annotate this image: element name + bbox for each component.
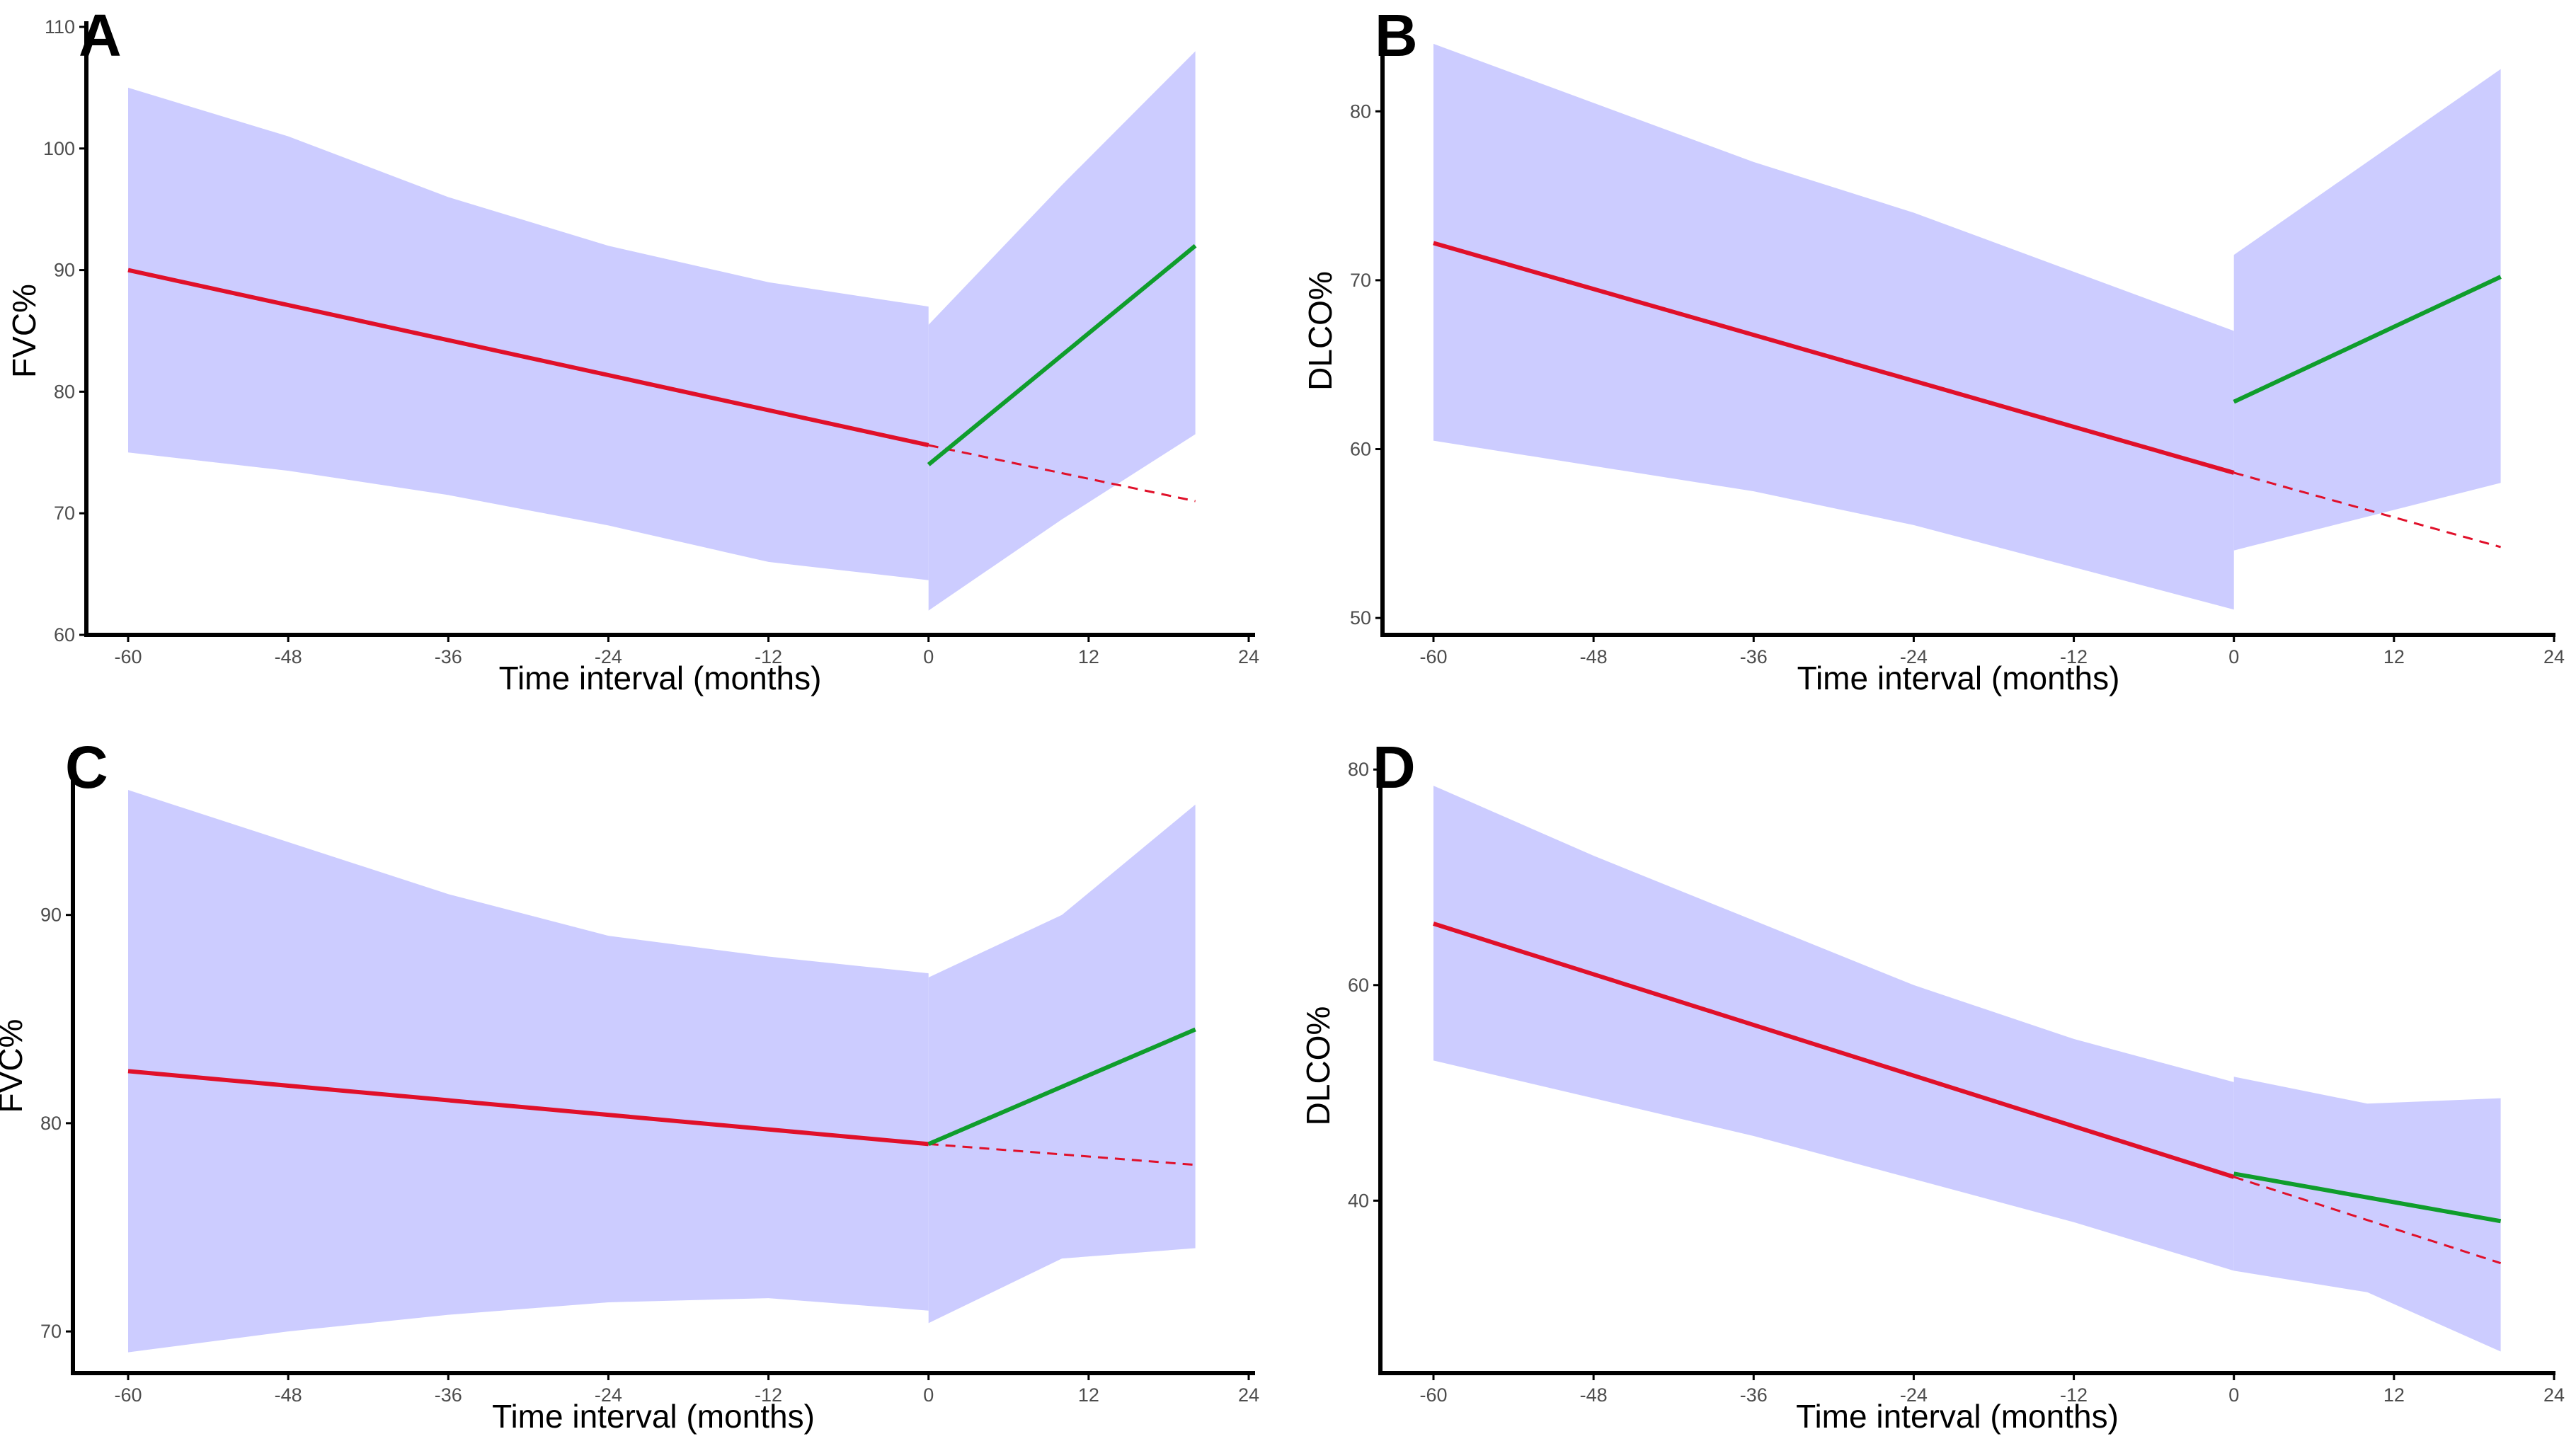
panel-b-line-post-treatment (2233, 275, 2502, 404)
panel-a-band-pre (128, 87, 929, 580)
panel-d-x-axis-title: Time interval (months) (1796, 1398, 2119, 1435)
panel-c-x-tick-label: -60 (114, 1384, 142, 1406)
panel-c-x-tick-label: 0 (923, 1384, 934, 1406)
panel-d-x-tick-label: -24 (1900, 1384, 1928, 1406)
panel-a-band-post (928, 51, 1196, 611)
panel-a-x-tick-label: 24 (1238, 646, 1259, 667)
panel-d-x-tick-label: 0 (2228, 1384, 2239, 1406)
panel-b-x-tick-label: -60 (1419, 646, 1447, 667)
panel-d-x-tick-label: 12 (2383, 1384, 2405, 1406)
panel-b-x-tick-label: -36 (1740, 646, 1768, 667)
panel-a-x-tick-label: -60 (114, 646, 142, 667)
panel-d-y-axis-title: DLCO% (1300, 1006, 1336, 1126)
panel-c-line-pre-treatment (127, 1069, 929, 1147)
panel-d-letter: D (1373, 734, 1416, 801)
panel-b-y-tick-label: 70 (1350, 270, 1371, 291)
panel-c-band-post (928, 804, 1196, 1324)
panel-b-y-tick-label: 50 (1350, 607, 1371, 629)
panel-a-line-projection (928, 444, 1196, 503)
panel-d-y-tick-label: 80 (1348, 759, 1369, 780)
panel-b-y-tick-label: 60 (1350, 439, 1371, 460)
panel-c-x-tick-label: -48 (275, 1384, 302, 1406)
panel-b-y-axis-title: DLCO% (1302, 271, 1339, 391)
panel-a-line-post-treatment (927, 243, 1197, 466)
panel-b-y-tick-label: 80 (1350, 101, 1371, 122)
panel-c-x-tick-label: -12 (755, 1384, 782, 1406)
panel-c-letter: C (65, 734, 108, 801)
panel-a-x-tick-label: 12 (1078, 646, 1099, 667)
panel-d-x-tick-label: -48 (1580, 1384, 1608, 1406)
panel-a-x-tick-label: -36 (435, 646, 462, 667)
panel-c-x-tick-label: 24 (1238, 1384, 1259, 1406)
panel-a-y-tick-label: 100 (43, 138, 75, 159)
panel-c-y-tick-label: 70 (40, 1321, 62, 1342)
panel-c-x-tick-label: -24 (595, 1384, 622, 1406)
panel-c-x-tick-label: 12 (1078, 1384, 1099, 1406)
panel-b-letter: B (1375, 2, 1418, 69)
panel-c-x-axis-title: Time interval (months) (492, 1398, 815, 1435)
panel-a-y-tick-label: 70 (54, 503, 75, 524)
panel-d-x-tick-label: -36 (1740, 1384, 1768, 1406)
panel-d-x-tick-label: 24 (2543, 1384, 2565, 1406)
panel-a-y-tick-label: 80 (54, 381, 75, 402)
panel-d-line-post-treatment (2233, 1171, 2502, 1224)
panel-a-x-tick-label: 0 (923, 646, 934, 667)
panel-a-x-tick-label: -24 (595, 646, 622, 667)
panel-a: -60 -48 -36 -24 -12 0 12 24 60 70 80 90 100 110 Time i… (6, 2, 1259, 696)
panel-b-band-post (2233, 69, 2501, 551)
panel-d-x-tick-label: -60 (1419, 1384, 1447, 1406)
panel-d-y-tick-label: 60 (1348, 975, 1369, 996)
panel-d-line-pre-treatment (1433, 922, 2235, 1179)
panel-d-band-post (2233, 1077, 2501, 1352)
panel-b-line-pre-treatment (1433, 241, 2235, 475)
panel-c-x-tick-label: -36 (435, 1384, 462, 1406)
panel-b: -60 -48 -36 -24 -12 0 12 24 50 60 70 80 Time interva… (1302, 2, 2565, 696)
panel-c-band-pre (128, 790, 929, 1353)
panel-c: -60 -48 -36 -24 -12 0 12 24 70 80 90 Time interval … (0, 734, 1259, 1435)
panel-c-line-post-treatment (927, 1027, 1196, 1147)
panel-c-y-axis-title: FVC% (0, 1019, 29, 1113)
panel-a-y-axis-title: FVC% (6, 284, 42, 378)
panel-c-y-tick-label: 90 (40, 905, 62, 926)
panel-b-x-tick-label: -12 (2060, 646, 2088, 667)
panel-b-x-tick-label: -48 (1580, 646, 1608, 667)
panel-d-x-tick-label: -12 (2060, 1384, 2088, 1406)
panel-a-line-pre-treatment (127, 268, 929, 447)
panel-b-x-tick-label: 0 (2228, 646, 2239, 667)
panel-a-letter: A (79, 2, 122, 69)
panel-a-x-tick-label: -12 (755, 646, 782, 667)
panel-a-y-tick-label: 90 (54, 260, 75, 281)
panel-c-y-tick-label: 80 (40, 1113, 62, 1134)
panel-b-x-tick-label: -24 (1900, 646, 1928, 667)
panel-b-band-pre (1433, 43, 2234, 610)
panel-d-band-pre (1433, 786, 2234, 1271)
panel-a-y-tick-label: 110 (45, 16, 75, 38)
panel-b-x-tick-label: 12 (2383, 646, 2405, 667)
panel-a-y-tick-label: 60 (54, 624, 75, 645)
panel-d: -60 -48 -36 -24 -12 0 12 24 40 60 80 Time interval … (1300, 734, 2565, 1435)
panel-b-x-tick-label: 24 (2543, 646, 2565, 667)
panel-b-line-projection (2233, 471, 2502, 549)
panel-b-x-axis-title: Time interval (months) (1797, 660, 2120, 696)
panel-a-x-axis-title: Time interval (months) (499, 660, 822, 696)
panel-d-y-tick-label: 40 (1348, 1190, 1369, 1211)
panel-c-line-projection (928, 1142, 1196, 1166)
panel-a-x-tick-label: -48 (275, 646, 302, 667)
panel-d-line-projection (2233, 1176, 2502, 1265)
